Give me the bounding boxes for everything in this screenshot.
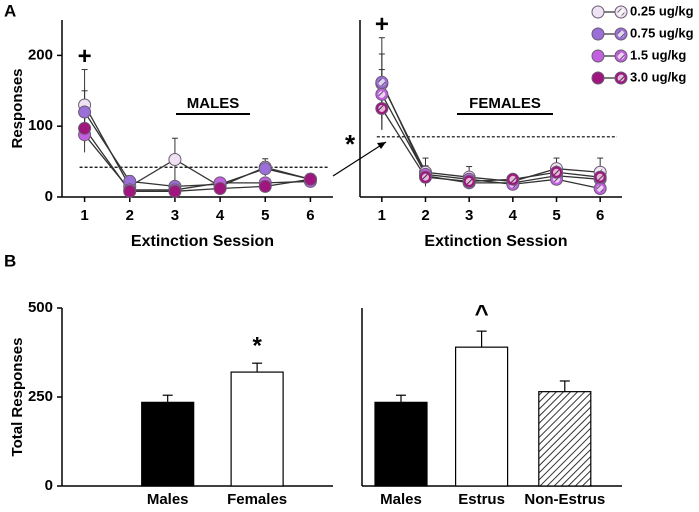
series-line: [84, 111, 311, 188]
x-tick-label: 5: [552, 207, 560, 224]
y-axis-label: Total Responses: [9, 338, 26, 457]
y-tick-label: 0: [45, 477, 53, 494]
point-hatch: [596, 173, 604, 181]
legend-hatch: [617, 74, 625, 82]
series-line: [84, 127, 311, 192]
x-tick-label: Females: [227, 491, 287, 507]
x-tick-label: 1: [80, 207, 88, 224]
point: [213, 182, 227, 196]
point: [303, 172, 317, 186]
legend-hatch: [617, 52, 625, 60]
y-tick-label: 0: [45, 188, 53, 205]
panel-label: B: [4, 251, 16, 270]
legend-marker: [591, 71, 605, 85]
y-axis-label: Responses: [9, 68, 26, 148]
series-line: [84, 134, 311, 191]
group-label: MALES: [187, 95, 240, 112]
legend-label: 0.75 ug/kg: [630, 25, 694, 40]
significance-label: *: [252, 333, 262, 360]
bar: [374, 401, 428, 487]
legend-marker: [591, 49, 605, 63]
x-tick-label: Males: [147, 491, 189, 507]
series-line: [381, 108, 601, 183]
point-hatch: [596, 185, 604, 193]
comparison-label: *: [345, 129, 356, 159]
y-tick-label: 250: [28, 388, 53, 405]
x-tick-label: 4: [216, 207, 225, 224]
panel-label: A: [4, 1, 16, 20]
x-tick-label: 3: [171, 207, 179, 224]
x-axis-label: Extinction Session: [131, 233, 274, 250]
point: [258, 179, 272, 193]
legend-label: 3.0 ug/kg: [630, 69, 686, 84]
x-tick-label: Males: [380, 491, 422, 507]
group-label: FEMALES: [469, 95, 541, 112]
point: [78, 121, 92, 135]
point-hatch: [509, 175, 517, 183]
point: [258, 162, 272, 176]
bar: [455, 346, 509, 487]
point: [78, 105, 92, 119]
legend-marker: [591, 5, 605, 19]
series-line: [84, 104, 311, 188]
x-axis-label: Extinction Session: [424, 233, 567, 250]
y-tick-label: 500: [28, 299, 53, 316]
x-tick-label: 1: [378, 207, 386, 224]
legend-label: 0.25 ug/kg: [630, 3, 694, 18]
point-hatch: [378, 105, 386, 112]
x-tick-label: 3: [465, 207, 473, 224]
point-hatch: [378, 90, 386, 98]
x-tick-label: 5: [261, 207, 269, 224]
legend-hatch: [617, 30, 625, 38]
x-tick-label: 2: [126, 207, 134, 224]
legend-marker: [591, 27, 605, 41]
point-hatch: [465, 177, 473, 185]
point-hatch: [422, 173, 429, 181]
significance-label: ^: [475, 300, 489, 327]
x-tick-label: 2: [421, 207, 429, 224]
y-tick-label: 100: [28, 117, 53, 134]
x-tick-label: Estrus: [458, 491, 505, 507]
bar: [141, 401, 195, 487]
legend-hatch: [617, 8, 625, 16]
point: [168, 152, 182, 166]
point: [123, 184, 137, 198]
y-tick-label: 200: [28, 46, 53, 63]
x-tick-label: 4: [509, 207, 518, 224]
bar: [230, 371, 284, 487]
point: [168, 184, 182, 198]
marker-label: +: [375, 11, 389, 38]
legend-label: 1.5 ug/kg: [630, 47, 686, 62]
point-hatch: [378, 78, 386, 86]
x-tick-label: 6: [306, 207, 314, 224]
point-hatch: [553, 168, 560, 176]
x-tick-label: 6: [596, 207, 604, 224]
marker-label: +: [78, 43, 92, 70]
arrow-head: [377, 142, 386, 149]
bar: [538, 391, 592, 487]
x-tick-label: Non-Estrus: [524, 491, 605, 507]
series-line: [381, 94, 601, 190]
series-line: [381, 83, 601, 183]
